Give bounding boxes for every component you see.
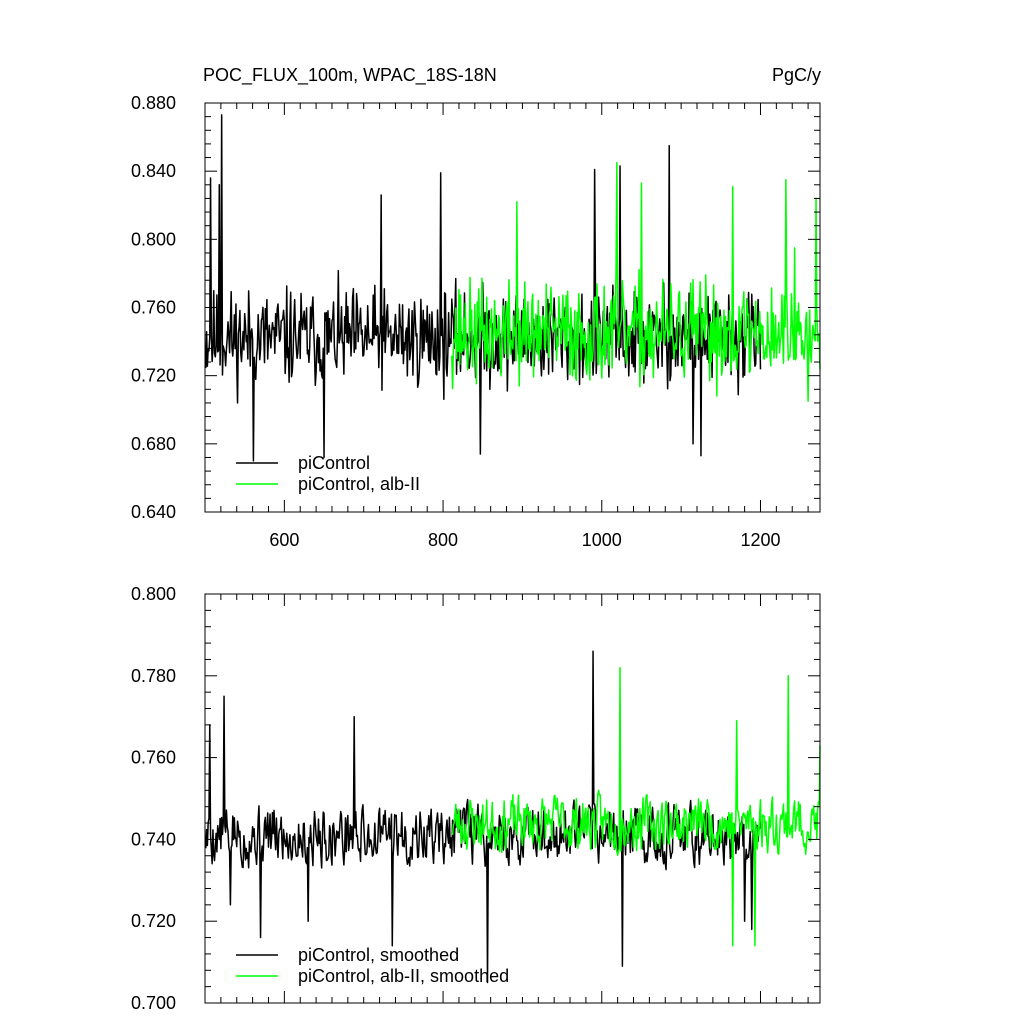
y-tick-label: 0.640 (131, 502, 176, 522)
y-tick-label: 0.880 (131, 93, 176, 113)
chart-title-left: POC_FLUX_100m, WPAC_18S-18N (203, 65, 497, 86)
legend-label-2: piControl, alb-II, smoothed (298, 966, 509, 986)
legend-label-1: piControl (298, 453, 370, 473)
legend-label-1: piControl, smoothed (298, 945, 459, 965)
series-line-2 (451, 666, 821, 947)
y-tick-label: 0.680 (131, 434, 176, 454)
y-tick-label: 0.780 (131, 666, 176, 686)
top-ticks-layer: 0.640 0.680 0.720 0.760 0.800 0.840 0.880 600 80… (131, 93, 820, 550)
x-tick-label: 1000 (582, 530, 622, 550)
top-series-layer (205, 114, 821, 462)
top-plot-frame (204, 102, 821, 513)
y-tick-label: 0.740 (131, 829, 176, 849)
x-tick-label: 600 (269, 530, 299, 550)
y-tick-label: 0.720 (131, 911, 176, 931)
bottom-series-layer (205, 650, 821, 984)
y-tick-label: 0.720 (131, 366, 176, 386)
y-tick-label: 0.800 (131, 584, 176, 604)
bottom-plot-frame (204, 593, 821, 1004)
x-tick-label: 1200 (740, 530, 780, 550)
top-panel: POC_FLUX_100m, WPAC_18S-18N PgC/y 0.6400… (131, 65, 821, 550)
chart-units-label: PgC/y (772, 65, 821, 85)
y-tick-label: 0.760 (131, 298, 176, 318)
y-tick-label: 0.760 (131, 748, 176, 768)
bottom-ticks-layer: 0.700 0.720 0.740 0.760 0.780 0.800 (131, 584, 820, 1013)
series-line-1 (205, 114, 762, 462)
legend-label-2: piControl, alb-II (298, 474, 420, 494)
bottom-panel: 0.700 0.720 0.740 0.760 0.780 0.800 piControl… (131, 584, 821, 1013)
series-line-2 (451, 161, 821, 402)
y-tick-label: 0.800 (131, 229, 176, 249)
y-tick-label: 0.840 (131, 161, 176, 181)
x-tick-label: 800 (428, 530, 458, 550)
y-tick-label: 0.700 (131, 993, 176, 1013)
